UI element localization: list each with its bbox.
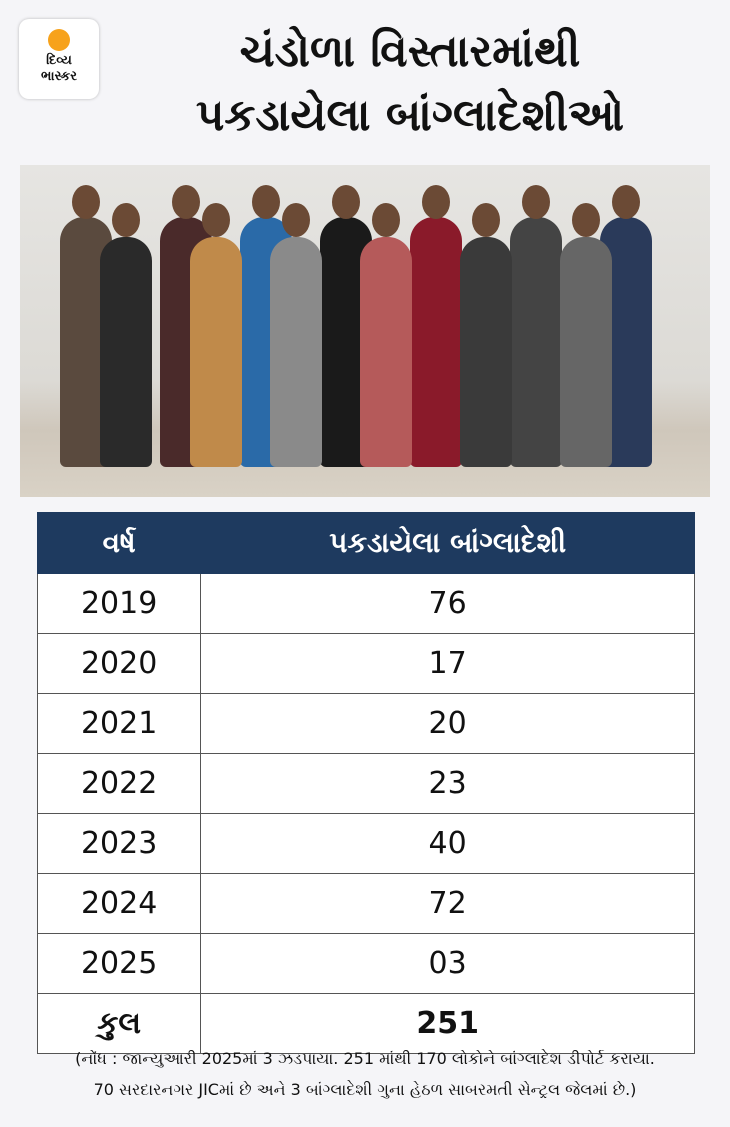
logo-line2: ભાસ્કર: [41, 69, 77, 84]
sun-icon: [48, 29, 70, 51]
person-head: [72, 185, 100, 219]
year-cell: 2025: [36, 933, 202, 994]
person-head: [572, 203, 600, 237]
year-cell: 2022: [36, 753, 202, 814]
person-head: [282, 203, 310, 237]
year-cell: 2023: [36, 813, 202, 874]
footnote: (નોંધ : જાન્યુઆરી 2025માં 3 ઝડપાયા. 251 …: [0, 1043, 730, 1105]
caught-cell: 03: [200, 933, 695, 994]
data-table: વર્ષ પકડાયેલા બાંગ્લાદેશી 2019 76 2020 17 20…: [36, 512, 695, 1054]
table-row: 2023 40: [36, 813, 695, 874]
caught-cell: 20: [200, 693, 695, 754]
person-head: [172, 185, 200, 219]
person-head: [372, 203, 400, 237]
caught-cell: 40: [200, 813, 695, 874]
table-row: 2024 72: [36, 873, 695, 934]
page-title: ચંડોળા વિસ્તારમાંથી પકડાયેલા બાંગ્લાદેશી…: [110, 20, 710, 148]
table-row: 2022 23: [36, 753, 695, 814]
table-row: 2020 17: [36, 633, 695, 694]
person-head: [472, 203, 500, 237]
table-row: 2021 20: [36, 693, 695, 754]
divya-bhaskar-logo: દિવ્ય ભાસ્કર: [19, 19, 99, 99]
person-head: [202, 203, 230, 237]
caught-cell: 72: [200, 873, 695, 934]
caught-cell: 76: [200, 573, 695, 634]
year-cell: 2021: [36, 693, 202, 754]
column-header-year: વર્ષ: [36, 512, 202, 574]
person-figure: [360, 237, 412, 467]
person-head: [522, 185, 550, 219]
year-cell: 2020: [36, 633, 202, 694]
year-cell: 2019: [36, 573, 202, 634]
person-figure: [510, 217, 562, 467]
caught-cell: 17: [200, 633, 695, 694]
table-row: 2019 76: [36, 573, 695, 634]
year-cell: 2024: [36, 873, 202, 934]
footnote-line1: (નોંધ : જાન્યુઆરી 2025માં 3 ઝડપાયા. 251 …: [75, 1049, 655, 1068]
person-figure: [460, 237, 512, 467]
table-row: 2025 03: [36, 933, 695, 994]
footnote-line2: 70 સરદારનગર JICમાં છે અને 3 બાંગ્લાદેશી …: [93, 1080, 637, 1099]
column-header-caught: પકડાયેલા બાંગ્લાદેશી: [200, 512, 695, 574]
total-label: કુલ: [36, 993, 202, 1054]
total-value: 251: [200, 993, 695, 1054]
person-head: [112, 203, 140, 237]
person-head: [252, 185, 280, 219]
logo-line1: દિવ્ય: [46, 53, 72, 68]
person-head: [332, 185, 360, 219]
person-figure: [190, 237, 242, 467]
person-head: [422, 185, 450, 219]
person-figure: [560, 237, 612, 467]
person-figure: [270, 237, 322, 467]
person-figure: [410, 217, 462, 467]
caught-cell: 23: [200, 753, 695, 814]
group-photo: [20, 165, 710, 497]
title-line2: પકડાયેલા બાંગ્લાદેશીઓ: [195, 90, 625, 141]
person-head: [612, 185, 640, 219]
title-line1: ચંડોળા વિસ્તારમાંથી: [239, 26, 581, 77]
total-row: કુલ 251: [36, 993, 695, 1054]
person-figure: [100, 237, 152, 467]
